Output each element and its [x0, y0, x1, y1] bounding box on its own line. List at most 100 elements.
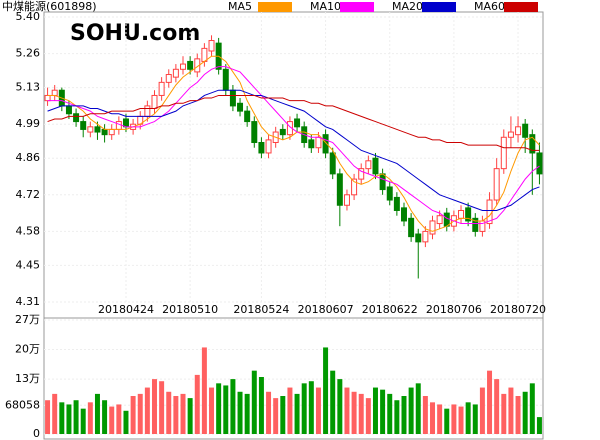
candle-body — [322, 134, 329, 154]
y-tick-label: 4.86 — [16, 151, 41, 164]
candle-body — [522, 123, 529, 138]
volume-bar — [465, 402, 471, 434]
volume-bar — [102, 400, 108, 434]
volume-bar — [522, 391, 528, 434]
candle-body — [308, 139, 315, 149]
candle-body — [443, 212, 450, 227]
volume-bar — [508, 387, 514, 434]
legend-swatch — [340, 2, 374, 12]
candle-body — [51, 89, 58, 96]
volume-bar — [294, 393, 300, 434]
volume-bar — [59, 402, 65, 434]
volume-bar — [266, 391, 272, 434]
candle-body — [500, 136, 507, 170]
volume-bar — [358, 393, 364, 434]
candle-body — [172, 68, 179, 78]
volume-bar — [223, 385, 229, 434]
y-tick-label: 0 — [33, 427, 40, 440]
volume-bar — [487, 370, 493, 434]
legend-label: MA5 — [228, 0, 252, 13]
candle-body — [436, 215, 443, 225]
candle-body — [265, 139, 272, 154]
candle-body — [80, 121, 87, 130]
candle-body — [258, 142, 265, 154]
candle-body — [336, 173, 343, 206]
y-tick-label: 4.31 — [16, 295, 41, 308]
volume-bar — [87, 402, 93, 434]
volume-bar — [144, 387, 150, 434]
y-tick-label: 13万 — [15, 372, 40, 385]
candle-body — [165, 74, 172, 83]
candle-body — [101, 128, 108, 136]
volume-panel — [43, 317, 544, 440]
candle-body — [229, 89, 236, 107]
candle-body — [372, 157, 379, 175]
candle-body — [536, 152, 543, 175]
volume-bar — [501, 393, 507, 434]
volume-bar — [415, 383, 421, 434]
candle-body — [507, 131, 514, 138]
volume-bar — [273, 398, 279, 434]
volume-bar — [430, 402, 436, 434]
candle-body — [158, 81, 165, 96]
volume-bar — [287, 387, 293, 434]
candle-body — [515, 126, 522, 136]
volume-bar — [194, 374, 200, 434]
volume-bar — [73, 400, 79, 434]
candle-body — [279, 128, 286, 136]
volume-bar — [380, 389, 386, 434]
candle-body — [408, 217, 415, 238]
watermark: SOHU.com — [70, 21, 200, 46]
candle-body — [144, 105, 151, 117]
x-tick-label: 20180706 — [426, 303, 482, 316]
candle-body — [44, 94, 51, 102]
candle-body — [94, 126, 101, 133]
y-tick-label: 4.58 — [16, 224, 41, 237]
volume-bar — [315, 387, 321, 434]
candle-body — [294, 118, 301, 128]
volume-bar — [251, 370, 257, 434]
candle-body — [465, 207, 472, 222]
candle-body — [429, 220, 436, 235]
candle-body — [65, 105, 72, 115]
y-tick-label: 68058 — [5, 398, 40, 411]
volume-bar — [444, 408, 450, 434]
candle-body — [529, 134, 536, 154]
candle-body — [208, 40, 215, 52]
y-tick-label: 5.26 — [16, 47, 41, 60]
volume-bar — [394, 400, 400, 434]
candle-body — [343, 194, 350, 206]
volume-bar — [209, 387, 215, 434]
candle-body — [87, 126, 94, 133]
volume-bar — [536, 417, 542, 434]
volume-bar — [408, 387, 414, 434]
candle-body — [358, 168, 365, 180]
volume-bar — [479, 387, 485, 434]
legend-label: MA20 — [392, 0, 423, 13]
x-tick-label: 20180607 — [298, 303, 354, 316]
volume-bar — [230, 379, 236, 434]
candle-body — [365, 160, 372, 170]
volume-bar — [422, 396, 428, 434]
volume-bar — [244, 393, 250, 434]
candle-body — [351, 178, 358, 196]
volume-bar — [494, 379, 500, 434]
legend-swatch — [422, 2, 456, 12]
volume-bar — [365, 398, 371, 434]
volume-bar — [337, 379, 343, 434]
ma-line — [47, 94, 540, 151]
candle-body — [315, 136, 322, 149]
candle-body — [251, 121, 258, 144]
candle-body — [393, 196, 400, 211]
legend-swatch — [504, 2, 538, 12]
ma-line — [47, 55, 540, 232]
volume-bar — [330, 370, 336, 434]
x-tick-label: 20180424 — [98, 303, 154, 316]
candle-body — [180, 63, 187, 70]
volume-bar — [151, 379, 157, 434]
volume-bar — [94, 393, 100, 434]
volume-bar — [323, 347, 329, 434]
y-tick-label: 27万 — [15, 313, 40, 326]
x-tick-label: 20180622 — [362, 303, 418, 316]
volume-bar — [137, 393, 143, 434]
